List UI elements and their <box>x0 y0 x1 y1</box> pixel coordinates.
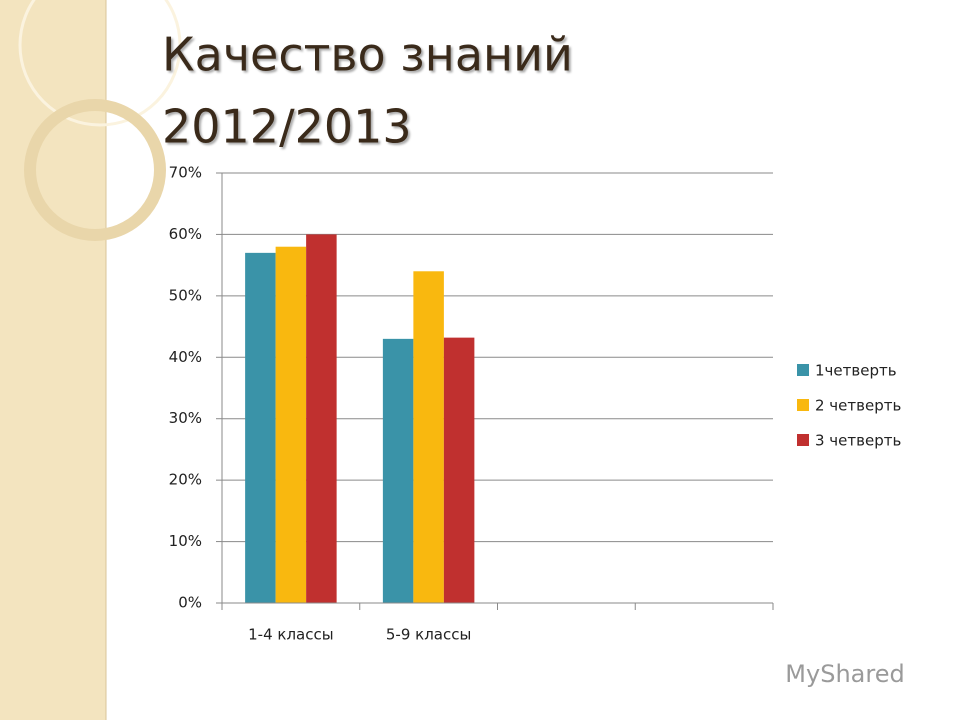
y-tick-label: 70% <box>169 164 202 182</box>
bar <box>413 271 444 603</box>
y-tick-label: 0% <box>178 594 202 612</box>
decor-circle <box>24 99 166 241</box>
bar <box>245 252 276 603</box>
chart-title: Качество знаний <box>162 28 573 82</box>
legend-label: 3 четверть <box>815 432 901 450</box>
x-tick-label: 5-9 классы <box>386 626 471 644</box>
y-tick-label: 40% <box>169 348 202 366</box>
legend-label: 1четверть <box>815 362 897 380</box>
x-tick-label: 1-4 классы <box>248 626 333 644</box>
bar <box>275 246 307 603</box>
bar <box>443 337 475 603</box>
y-tick-label: 30% <box>169 409 202 427</box>
bar <box>382 338 414 603</box>
y-tick-label: 10% <box>169 532 202 550</box>
legend-swatch <box>797 364 809 376</box>
y-tick-label: 50% <box>169 286 202 304</box>
legend-swatch <box>797 434 809 446</box>
decor-circle <box>18 0 182 127</box>
y-tick-label: 20% <box>169 471 202 489</box>
y-tick-label: 60% <box>169 225 202 243</box>
legend-label: 2 четверть <box>815 397 901 415</box>
legend-swatch <box>797 399 809 411</box>
watermark: MyShared <box>785 660 904 688</box>
bar <box>306 234 337 603</box>
chart-title: 2012/2013 <box>162 100 412 154</box>
